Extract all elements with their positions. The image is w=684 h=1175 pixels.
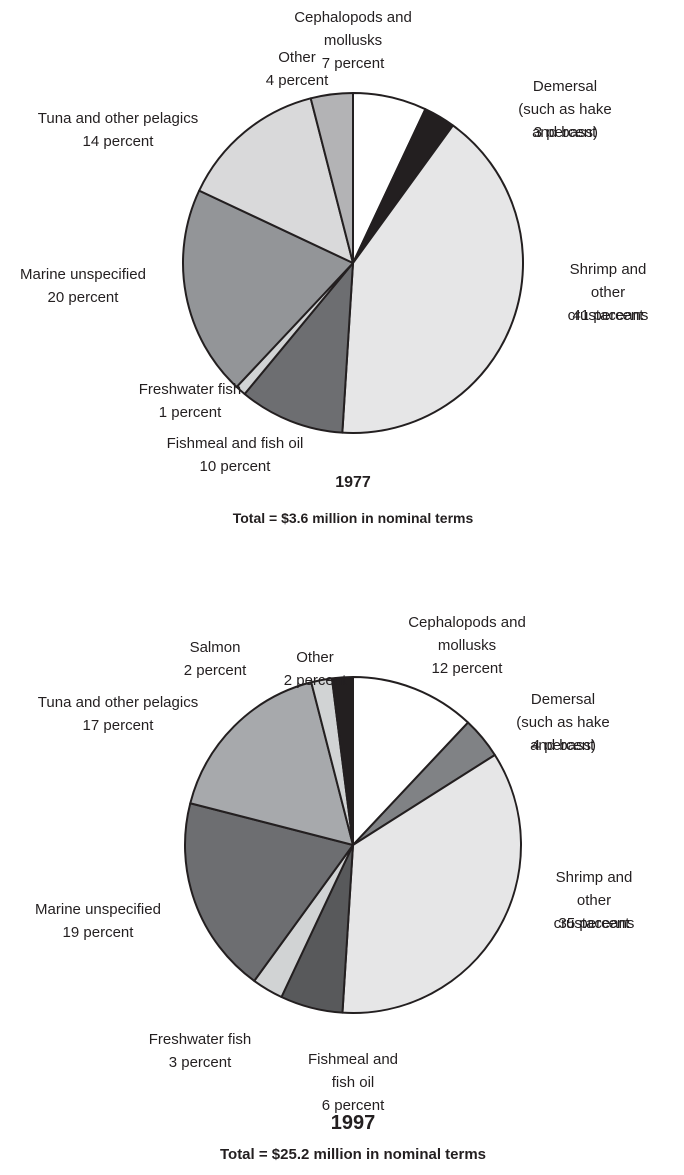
slice-label: Tuna and other pelagics	[37, 110, 199, 127]
slice-label: Demersal (such as hake and bass)	[516, 691, 610, 754]
chart-title: 1997	[330, 1112, 376, 1134]
slice-label: Fishmeal and fish oil	[166, 435, 304, 452]
slice-value-label: 17 percent	[82, 717, 154, 734]
slice-value-label: 4 percent	[531, 737, 595, 754]
slice-value-label: 2 percent	[183, 662, 247, 679]
pie-slice	[341, 753, 523, 1015]
pie-slice	[309, 92, 354, 264]
slice-value-label: 14 percent	[82, 133, 154, 150]
slice-label: Other	[278, 49, 316, 66]
slice-value-label: 7 percent	[321, 55, 385, 72]
chart-subtitle: Total = $25.2 million in nominal terms	[219, 1146, 487, 1163]
pie-slice	[182, 189, 354, 388]
slice-value-label: 41 percent	[572, 307, 644, 324]
slice-label: Cephalopods and mollusks	[294, 9, 412, 49]
slice-value-label: 6 percent	[321, 1097, 385, 1114]
pie-slice	[330, 676, 354, 846]
slice-label: Demersal (such as hake and bass)	[518, 78, 612, 141]
slice-label: Freshwater fish	[148, 1031, 252, 1048]
slice-label: Shrimp and other crustaceans	[553, 869, 635, 932]
pie-slice	[352, 676, 470, 846]
chart-subtitle: Total = $3.6 million in nominal terms	[232, 510, 474, 526]
slice-label: Cephalopods and mollusks	[408, 614, 526, 654]
slice-label: Tuna and other pelagics	[37, 694, 199, 711]
slice-label: Shrimp and other crustaceans	[567, 261, 649, 324]
pie-slice	[341, 124, 524, 434]
slice-value-label: 4 percent	[265, 72, 329, 89]
slice-value-label: 3 percent	[533, 124, 597, 141]
slice-value-label: 3 percent	[168, 1054, 232, 1071]
pie-slice	[189, 681, 354, 846]
slice-value-label: 20 percent	[47, 289, 119, 306]
slice-value-label: 12 percent	[431, 660, 503, 677]
slice-value-label: 19 percent	[62, 924, 134, 941]
slice-label: Fishmeal and fish oil	[307, 1051, 399, 1091]
slice-label: Other	[296, 649, 334, 666]
slice-value-label: 10 percent	[199, 458, 271, 475]
pie-slice	[243, 262, 354, 434]
pie-slice	[198, 97, 354, 264]
slice-label: Freshwater fish	[138, 381, 242, 398]
slice-label: Salmon	[189, 639, 241, 656]
slice-value-label: 1 percent	[158, 404, 222, 421]
slice-value-label: 35 percent	[558, 915, 630, 932]
slice-label: Marine unspecified	[20, 266, 146, 283]
pie-slice	[184, 802, 354, 982]
slice-label: Marine unspecified	[35, 901, 161, 918]
chart-title: 1977	[335, 474, 371, 491]
slice-value-label: 2 percent	[283, 672, 347, 689]
